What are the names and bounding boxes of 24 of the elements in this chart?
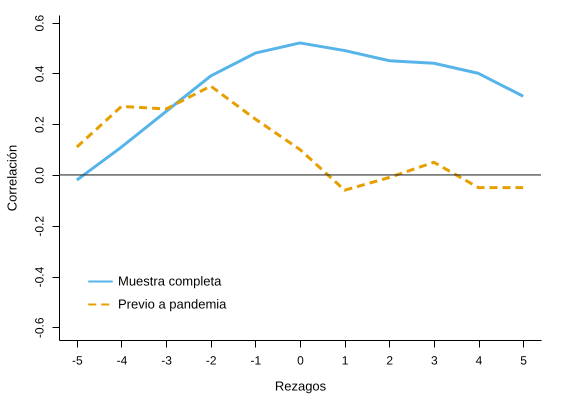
x-axis-title: Rezagos [274,378,327,394]
legend-label: Previo a pandemia [118,296,228,312]
y-tick-label: -0.6 [32,317,46,338]
line-series [75,84,525,192]
y-tick-label: 0.4 [32,65,46,82]
y-tick-label: 0.0 [32,166,46,184]
x-tick-label: 2 [386,354,394,368]
y-tick-label: -0.4 [32,266,46,288]
x-tick-label: 1 [342,354,349,368]
line-series [75,41,525,182]
x-tick-label: -1 [250,354,262,368]
legend-label: Muestra completa [118,274,222,288]
y-tick-label: 0.6 [32,14,46,32]
x-tick-label: -2 [206,354,217,368]
x-tick-label: 3 [431,354,438,368]
x-tick-label: 4 [476,354,483,368]
y-tick-label: -0.2 [32,216,46,237]
x-tick-label: -5 [72,354,84,368]
x-tick-label: -3 [161,354,172,368]
x-tick-label: 0 [297,354,304,368]
x-tick-label: 5 [520,354,528,368]
y-axis-title: Correlación [4,144,20,212]
y-tick-label: 0.2 [32,116,46,134]
x-tick-label: -4 [116,354,128,368]
